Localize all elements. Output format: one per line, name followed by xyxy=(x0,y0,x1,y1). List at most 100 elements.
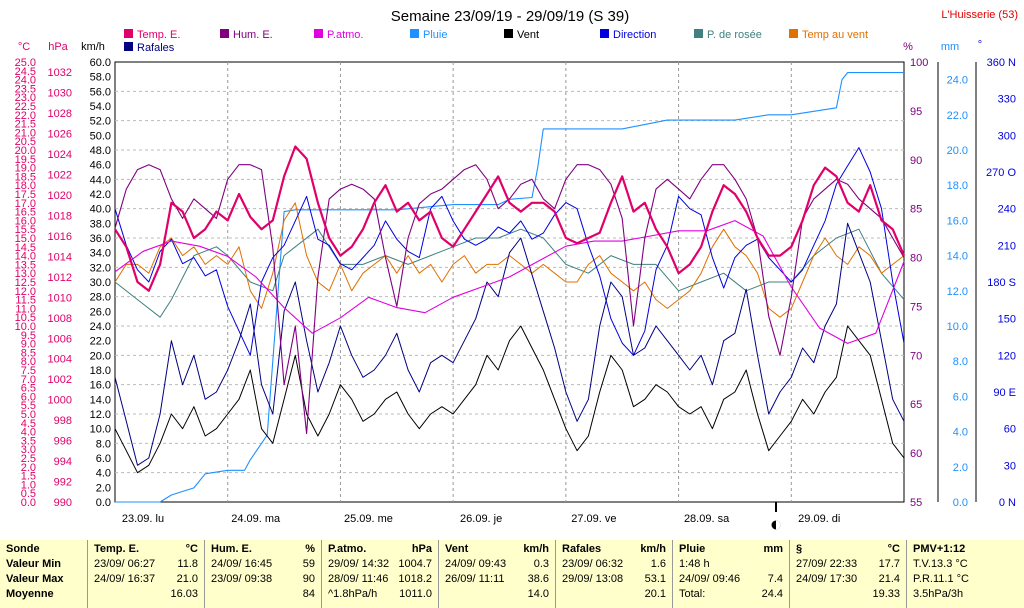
summary-cell: 24/09/ 16:37 xyxy=(94,573,156,585)
pressure-tick: 992 xyxy=(54,477,72,489)
x-day-label: 24.09. ma xyxy=(231,513,281,525)
summary-row: 26/09/ 11:11 38.6 xyxy=(445,572,549,587)
summary-cell: PMV+1:12 xyxy=(913,543,966,555)
summary-value: hPa xyxy=(411,543,432,555)
pressure-tick: 1026 xyxy=(48,129,72,141)
legend-swatch xyxy=(694,29,703,38)
summary-cell: Pluie xyxy=(679,543,706,555)
temp-tick: 3.5 xyxy=(21,435,36,447)
pressure-tick: 1014 xyxy=(48,251,72,263)
summary-value: 19.33 xyxy=(872,588,900,600)
temp-tick: 6.0 xyxy=(21,391,36,403)
summary-value: 90 xyxy=(302,573,315,585)
summary-cell: 23/09/ 09:38 xyxy=(211,573,273,585)
summary-value: 17.7 xyxy=(878,558,900,570)
temp-tick: 20.0 xyxy=(15,145,36,157)
temp-tick: 2.0 xyxy=(21,462,36,474)
wind-tick: 38.0 xyxy=(90,218,111,230)
direction-tick: 180 S xyxy=(987,277,1016,289)
summary-value: 24.4 xyxy=(761,588,783,600)
direction-tick: 270 O xyxy=(986,167,1016,179)
chart-title: Semaine 23/09/19 - 29/09/19 (S 39) xyxy=(391,8,630,25)
summary-header: Rafales km/h xyxy=(562,542,666,557)
pressure-tick: 1018 xyxy=(48,210,72,222)
summary-value: 59 xyxy=(302,558,315,570)
temp-tick: 12.0 xyxy=(15,286,36,298)
summary-row: 14.0 xyxy=(445,587,549,602)
summary-row: 19.33 xyxy=(796,587,900,602)
wind-tick: 28.0 xyxy=(90,292,111,304)
temp-tick: 21.0 xyxy=(15,127,36,139)
summary-header: Sonde xyxy=(6,542,81,557)
summary-cell: 24/09/ 16:45 xyxy=(211,558,273,570)
temp-tick: 15.0 xyxy=(15,233,36,245)
temp-tick: 9.5 xyxy=(21,330,36,342)
x-day-label: 26.09. je xyxy=(460,513,502,525)
wind-tick: 16.0 xyxy=(90,380,111,392)
humidity-tick: 65 xyxy=(910,399,922,411)
legend-swatch xyxy=(124,42,133,51)
summary-cell: 28/09/ 11:46 xyxy=(328,573,389,585)
legend-swatch xyxy=(220,29,229,38)
summary-row: P.R.11.1 °C xyxy=(913,572,1018,587)
legend: Temp. E. Hum. E. P.atmo. Pluie Vent Direction… xyxy=(124,29,868,54)
humidity-tick: 85 xyxy=(910,204,922,216)
legend-label: Hum. E. xyxy=(233,29,273,41)
summary-value: % xyxy=(305,543,315,555)
summary-header: Hum. E.% xyxy=(211,542,315,557)
x-day-label: 28.09. sa xyxy=(684,513,730,525)
summary-cell xyxy=(562,587,645,602)
summary-value: °C xyxy=(185,543,198,555)
summary-row: Valeur Min xyxy=(6,557,81,572)
summary-value: 16.03 xyxy=(170,588,198,600)
axes: 0.00.51.01.52.02.53.03.54.04.55.05.56.06… xyxy=(15,39,1017,509)
wind-tick: 42.0 xyxy=(90,189,111,201)
series-line xyxy=(114,145,906,292)
temp-tick: 18.0 xyxy=(15,180,36,192)
summary-row: 29/09/ 14:32 1004.7 xyxy=(328,557,432,572)
humidity-tick: 80 xyxy=(910,253,922,265)
summary-value: 1018.2 xyxy=(398,573,432,585)
summary-row: 29/09/ 13:08 53.1 xyxy=(562,572,666,587)
wind-tick: 32.0 xyxy=(90,262,111,274)
summary-row: 20.1 xyxy=(562,587,666,602)
summary-row: 24/09/ 17:30 21.4 xyxy=(796,572,900,587)
summary-cell: 3.5hPa/3h xyxy=(913,588,964,600)
summary-cell: 24/09/ 09:46 xyxy=(679,573,741,585)
series-line xyxy=(114,222,905,466)
x-day-label: 27.09. ve xyxy=(571,513,616,525)
summary-cell: Vent xyxy=(445,543,469,555)
pressure-tick: 998 xyxy=(54,415,72,427)
pressure-tick: 1022 xyxy=(48,170,72,182)
rain-tick: 14.0 xyxy=(947,251,968,263)
summary-row: 23/09/ 06:32 1.6 xyxy=(562,557,666,572)
summary-value: km/h xyxy=(640,543,666,555)
summary-row: Total: 24.4 xyxy=(679,587,783,602)
temp-tick: 11.0 xyxy=(15,303,36,315)
wind-tick: 4.0 xyxy=(96,468,111,480)
summary-column-pmv: PMV+1:12 T.V.13.3 °C P.R.11.1 °C 3.5hPa/3h xyxy=(907,540,1024,608)
direction-unit: ° xyxy=(978,39,982,51)
pressure-tick: 1032 xyxy=(48,67,72,79)
rain-tick: 22.0 xyxy=(947,110,968,122)
rain-tick: 12.0 xyxy=(947,286,968,298)
temp-tick: 4.0 xyxy=(21,427,36,439)
temp-tick: 7.0 xyxy=(21,374,36,386)
direction-tick: 300 xyxy=(998,130,1016,142)
temp-tick: 14.0 xyxy=(15,251,36,263)
plot-area xyxy=(114,72,906,503)
temp-tick: 25.0 xyxy=(15,57,36,69)
summary-cell: Temp. E. xyxy=(94,543,140,555)
temp-tick: 14.5 xyxy=(15,242,36,254)
summary-cell: Rafales xyxy=(562,543,602,555)
pressure-tick: 1010 xyxy=(48,292,72,304)
temp-tick: 19.0 xyxy=(15,163,36,175)
humidity-tick: 100 xyxy=(910,57,928,69)
summary-table: Sonde Valeur Min Valeur Max Moyenne Temp. E.… xyxy=(0,540,1024,608)
temp-tick: 13.5 xyxy=(15,259,36,271)
summary-row: 23/09/ 06:27 11.8 xyxy=(94,557,198,572)
series-line xyxy=(114,202,905,318)
wind-tick: 0.0 xyxy=(96,497,111,509)
pressure-tick: 1012 xyxy=(48,272,72,284)
rain-tick: 10.0 xyxy=(947,321,968,333)
